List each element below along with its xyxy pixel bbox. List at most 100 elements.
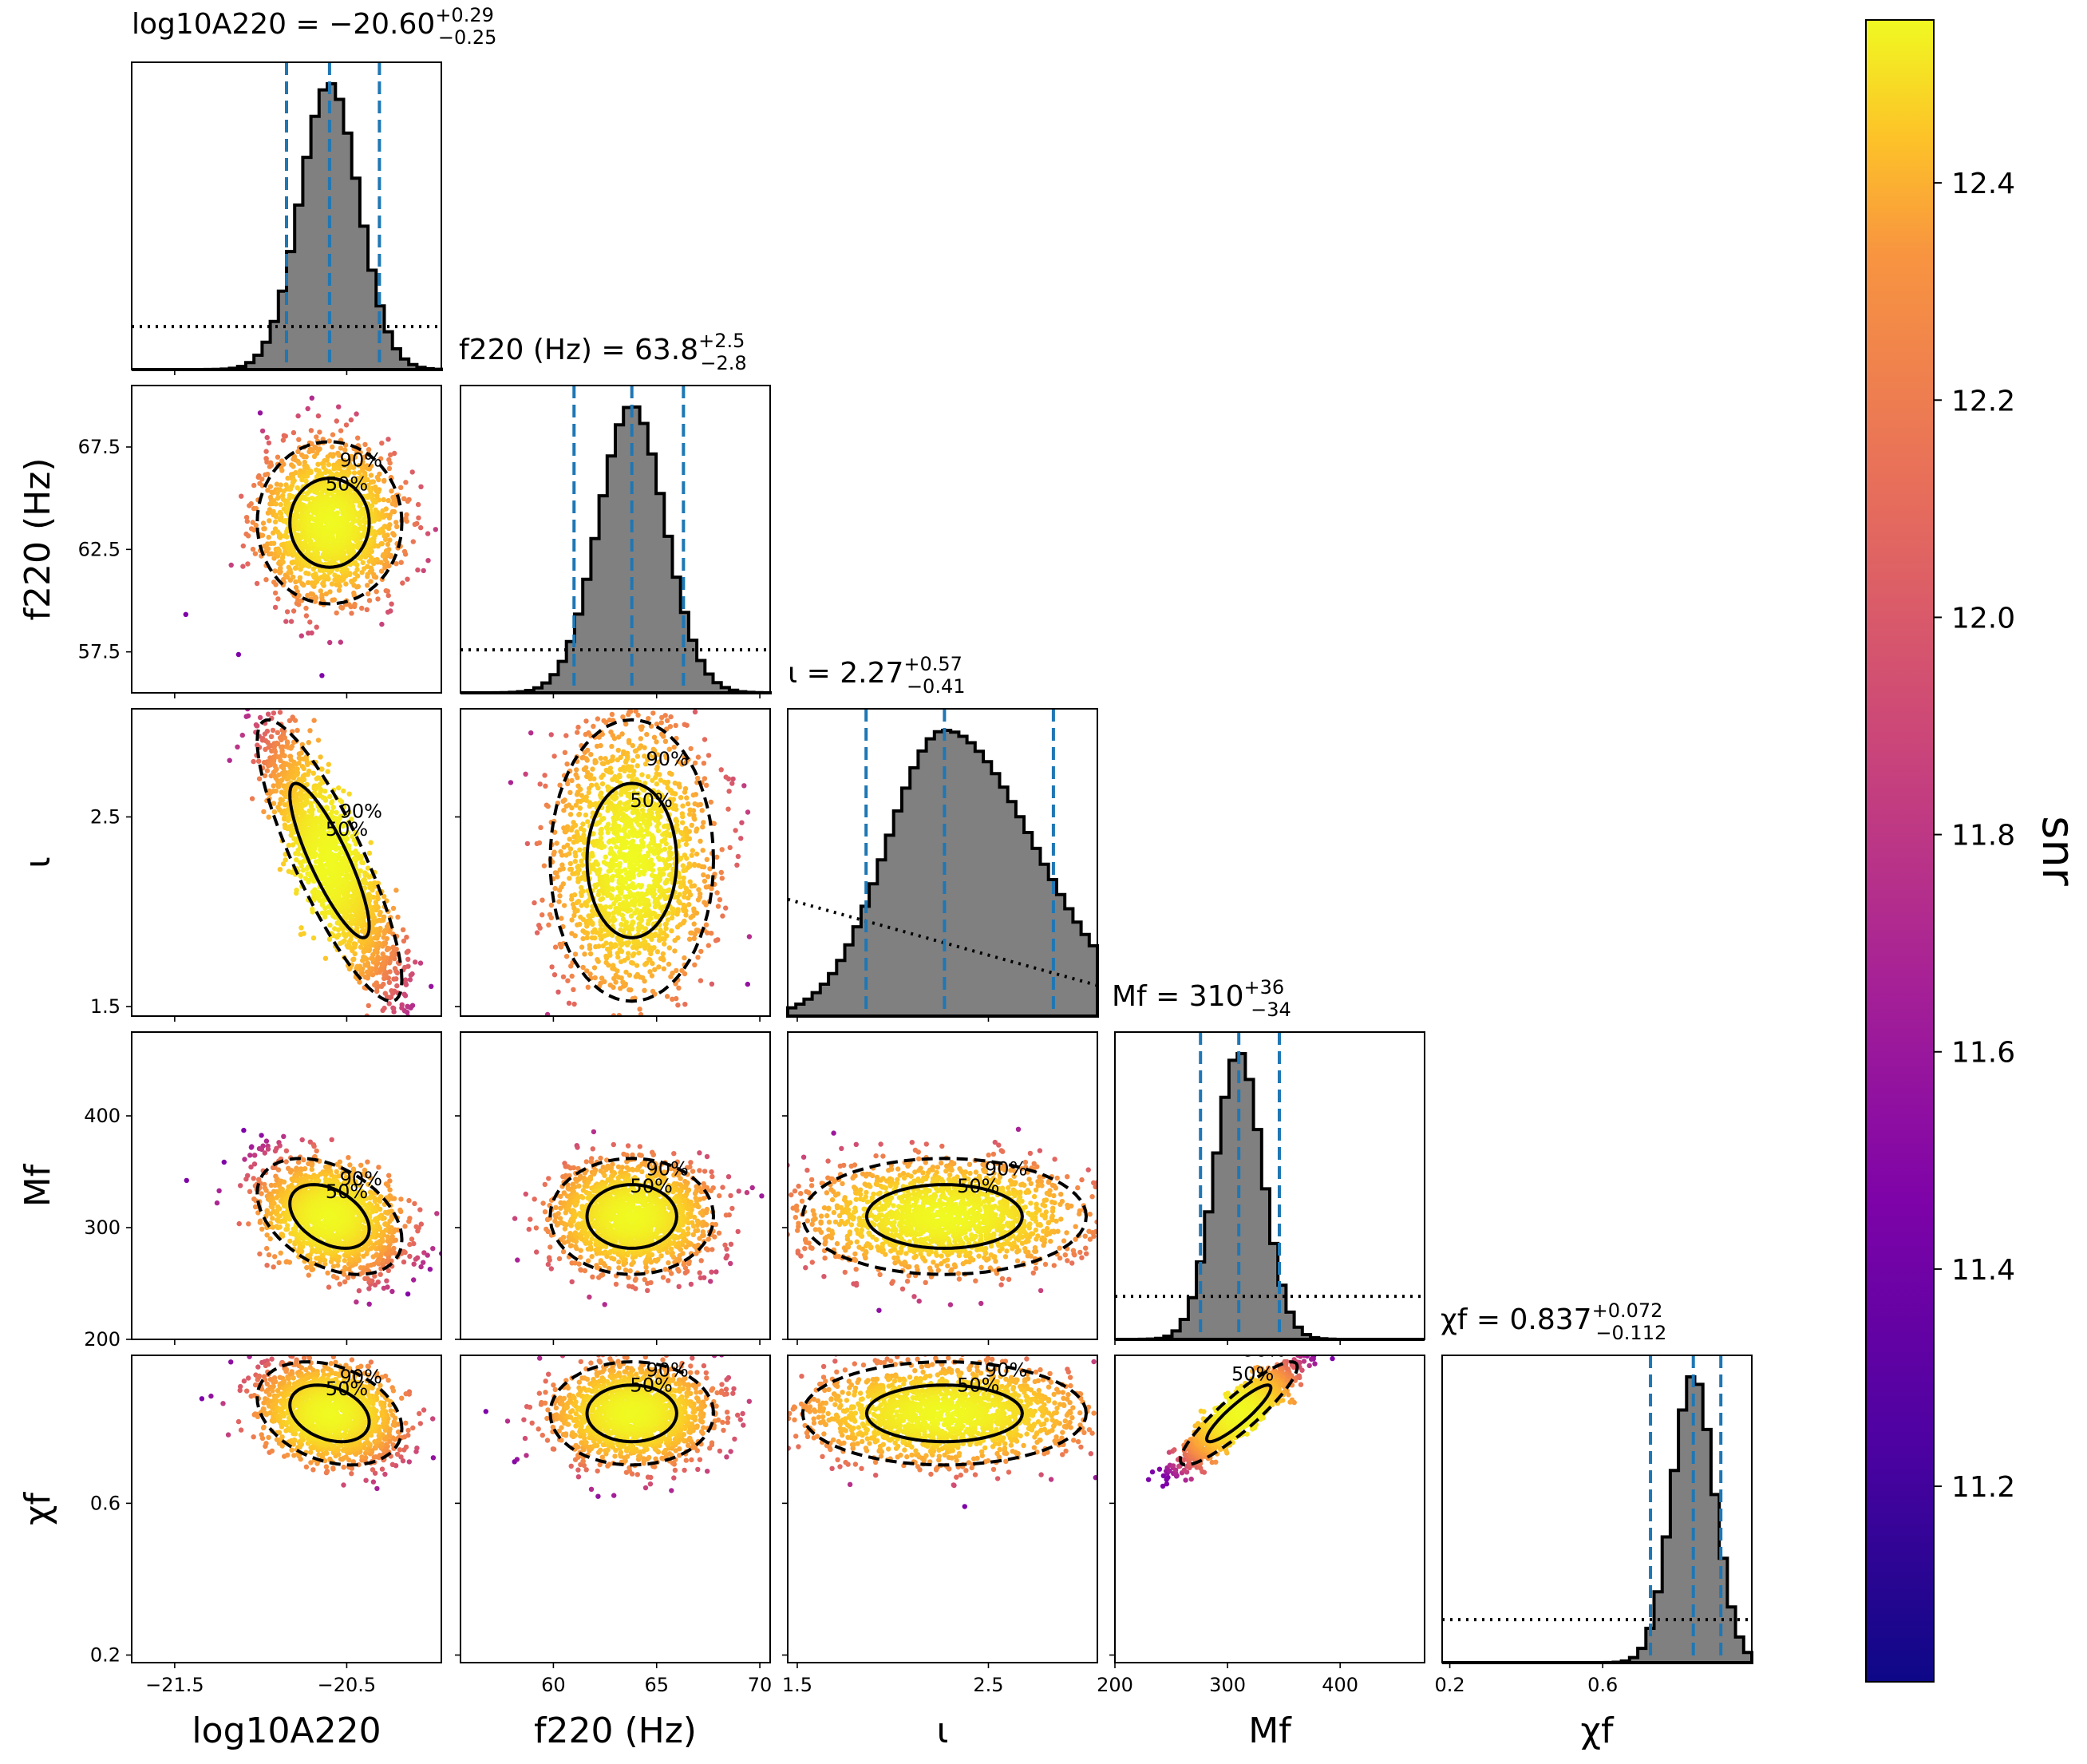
sample-point bbox=[669, 915, 675, 921]
sample-point bbox=[366, 591, 371, 597]
sample-point bbox=[646, 884, 652, 889]
sample-point bbox=[628, 913, 634, 919]
sample-point bbox=[532, 900, 537, 906]
y-tick-label: 67.5 bbox=[78, 436, 121, 458]
sample-point bbox=[627, 908, 634, 913]
sample-point bbox=[361, 954, 366, 960]
sample-point bbox=[670, 996, 675, 1003]
sample-point bbox=[598, 755, 603, 761]
sample-point bbox=[640, 786, 646, 793]
sample-point bbox=[674, 995, 679, 1002]
sample-point bbox=[253, 505, 259, 512]
sample-point bbox=[672, 938, 678, 943]
sample-point bbox=[336, 587, 342, 593]
sample-point bbox=[310, 448, 315, 453]
sample-point bbox=[248, 500, 254, 507]
sample-point bbox=[309, 395, 314, 401]
sample-point bbox=[596, 734, 602, 740]
sample-point bbox=[418, 524, 424, 531]
sample-point bbox=[638, 908, 644, 915]
sample-point bbox=[613, 972, 619, 979]
sample-point bbox=[688, 930, 694, 936]
sample-point bbox=[362, 485, 368, 491]
sample-point bbox=[294, 857, 299, 863]
scatter-logA-f220-frame bbox=[131, 385, 442, 694]
sample-point bbox=[291, 429, 297, 436]
sample-point bbox=[415, 567, 421, 573]
sample-point bbox=[584, 931, 591, 936]
sample-point bbox=[700, 848, 706, 853]
sample-point bbox=[257, 714, 263, 721]
sample-point bbox=[590, 852, 595, 859]
sample-point bbox=[691, 921, 697, 927]
sample-point bbox=[382, 991, 388, 996]
sample-point bbox=[701, 761, 707, 766]
sample-point bbox=[652, 904, 658, 910]
sample-point bbox=[376, 528, 382, 534]
sample-point bbox=[687, 879, 693, 884]
histogram-Mf bbox=[1115, 1052, 1425, 1341]
sample-point bbox=[371, 572, 377, 578]
sample-point bbox=[295, 413, 301, 419]
sample-point bbox=[385, 609, 391, 615]
sample-point bbox=[528, 730, 534, 736]
sample-point bbox=[402, 977, 409, 983]
sample-point bbox=[249, 796, 255, 801]
sample-point bbox=[663, 840, 669, 847]
sample-point bbox=[726, 789, 732, 794]
sample-point bbox=[695, 897, 702, 903]
sample-point bbox=[584, 968, 590, 974]
sample-point bbox=[702, 737, 708, 742]
sample-point bbox=[240, 543, 246, 549]
sample-point bbox=[278, 482, 283, 488]
sample-point bbox=[606, 821, 611, 827]
sample-point bbox=[401, 496, 407, 501]
sample-point bbox=[262, 773, 268, 779]
sample-point bbox=[255, 669, 260, 674]
sample-point bbox=[684, 795, 690, 801]
sample-point bbox=[678, 884, 683, 890]
sample-point bbox=[665, 917, 671, 923]
sample-point bbox=[669, 876, 674, 882]
sample-point bbox=[418, 484, 424, 489]
sample-point bbox=[320, 524, 326, 530]
sample-point bbox=[368, 488, 374, 495]
sample-point bbox=[375, 596, 381, 602]
contour-label-90: 90% bbox=[340, 800, 382, 822]
sample-point bbox=[394, 983, 400, 989]
sample-point bbox=[592, 935, 598, 941]
sample-point bbox=[559, 916, 564, 921]
sample-point bbox=[703, 884, 710, 890]
sample-point bbox=[579, 858, 584, 864]
sample-point bbox=[350, 956, 356, 963]
sample-point bbox=[389, 601, 394, 607]
sample-point bbox=[591, 965, 598, 971]
sample-point bbox=[699, 808, 705, 813]
sample-point bbox=[338, 940, 343, 947]
sample-point bbox=[265, 740, 271, 746]
sample-point bbox=[707, 866, 713, 872]
sample-point bbox=[689, 852, 694, 858]
sample-point bbox=[295, 597, 301, 603]
sample-point bbox=[714, 890, 720, 896]
sample-point bbox=[278, 565, 283, 572]
sample-point bbox=[383, 587, 389, 594]
sample-point bbox=[568, 866, 575, 872]
sample-point bbox=[354, 963, 360, 969]
scatter-points: 50%90% bbox=[227, 669, 434, 1016]
sample-point bbox=[634, 907, 640, 913]
sample-point bbox=[618, 927, 623, 933]
sample-point bbox=[387, 959, 393, 964]
sample-point bbox=[704, 856, 710, 863]
sample-point bbox=[303, 605, 309, 611]
sample-point bbox=[340, 510, 346, 516]
sample-point bbox=[694, 780, 700, 785]
x-tick-label: 0.2 bbox=[1434, 1674, 1464, 1696]
sample-point bbox=[680, 863, 686, 868]
sample-point bbox=[733, 828, 738, 833]
sample-point bbox=[698, 838, 703, 844]
contour-label-50: 50% bbox=[326, 473, 368, 496]
sample-point bbox=[273, 788, 279, 794]
sample-point bbox=[272, 749, 279, 754]
